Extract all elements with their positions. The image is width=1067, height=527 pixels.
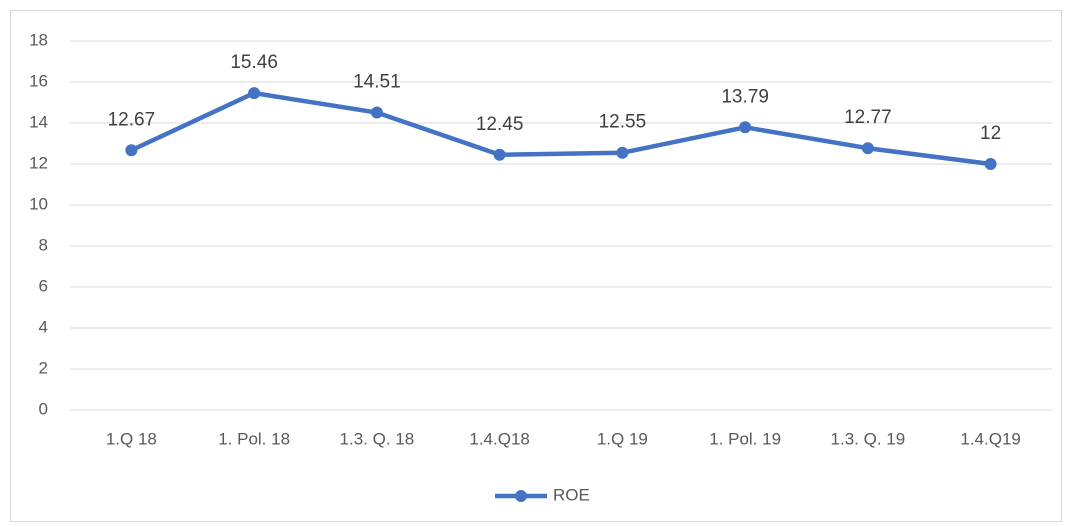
marker: [370, 106, 383, 119]
data-label: 12: [980, 123, 1001, 144]
chart-border: [10, 10, 1062, 522]
y-tick-label: 2: [39, 358, 48, 377]
series-line: [130, 90, 991, 167]
data-label: 13.79: [721, 86, 769, 107]
x-tick-label: 1.4.Q18: [469, 429, 530, 448]
marker: [739, 121, 752, 134]
x-tick-label: 1.Q 18: [106, 429, 157, 448]
y-tick-label: 8: [39, 235, 48, 254]
y-tick-label: 4: [39, 317, 48, 336]
data-label: 12.67: [108, 109, 156, 130]
x-tick-label: 1. Pol. 19: [709, 429, 781, 448]
x-tick-label: 1.4.Q19: [960, 429, 1021, 448]
data-label: 12.77: [844, 107, 892, 128]
x-tick-label: 1.Q 19: [597, 429, 648, 448]
marker: [861, 142, 874, 155]
marker: [984, 158, 997, 170]
data-label: 12.45: [476, 114, 524, 135]
marker: [248, 87, 261, 100]
y-tick-label: 14: [29, 112, 48, 131]
legend-label: ROE: [553, 485, 590, 504]
marker: [493, 148, 506, 161]
y-tick-label: 10: [29, 194, 48, 213]
data-label: 15.46: [230, 52, 278, 73]
y-tick-label: 16: [29, 71, 48, 90]
x-tick-label: 1.3. Q. 18: [340, 429, 415, 448]
x-tick-label: 1.3. Q. 19: [831, 429, 906, 448]
data-label: 12.55: [599, 112, 647, 133]
legend-marker: [515, 490, 527, 502]
data-label: 14.51: [353, 72, 401, 93]
y-tick-label: 0: [39, 399, 48, 418]
marker: [125, 144, 138, 157]
marker: [616, 146, 629, 159]
y-tick-label: 6: [39, 276, 48, 295]
x-tick-label: 1. Pol. 18: [218, 429, 290, 448]
y-tick-label: 18: [29, 30, 48, 49]
y-tick-label: 12: [29, 153, 48, 172]
